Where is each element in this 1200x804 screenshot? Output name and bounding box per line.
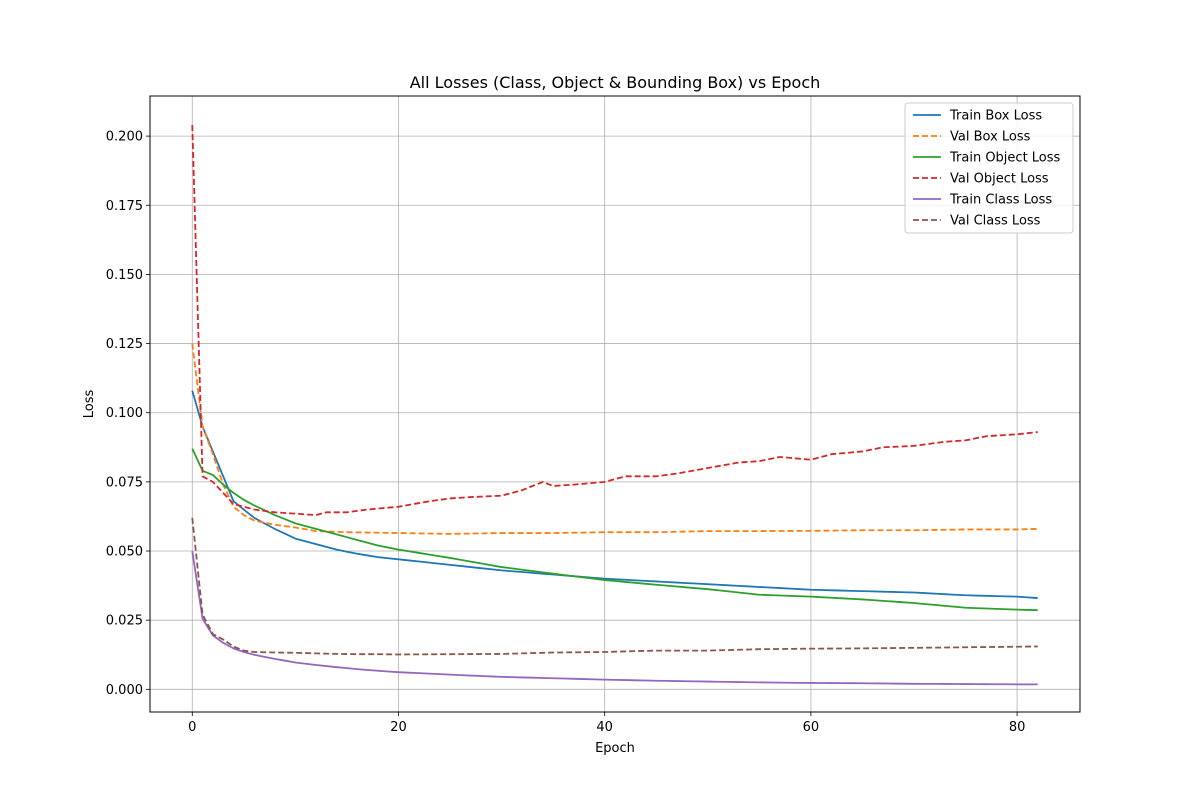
series-line-val-class-loss [191, 517, 1038, 656]
x-tick-label: 80 [1009, 720, 1026, 735]
series-lines [191, 125, 1038, 686]
series-line-train-object-loss [191, 448, 1038, 612]
series-line-train-class-loss [191, 550, 1038, 686]
axes-frame [149, 95, 1081, 713]
y-tick-label: 0.100 [106, 406, 143, 421]
x-tick-label: 0 [188, 720, 196, 735]
legend-label: Train Class Loss [949, 193, 1052, 208]
legend-box [904, 102, 1074, 234]
x-tick-label: 20 [390, 720, 407, 735]
legend-label: Train Object Loss [949, 151, 1061, 166]
y-tick-label: 0.125 [106, 337, 143, 352]
y-tick-label: 0.150 [106, 268, 143, 283]
x-tick-label: 60 [803, 720, 820, 735]
legend: Train Box Loss Val Box Loss Train Object L… [904, 102, 1074, 234]
y-tick-label: 0.075 [106, 475, 143, 490]
y-axis-label: Loss [82, 390, 97, 419]
legend-label: Val Box Loss [950, 130, 1031, 145]
grid [150, 96, 1080, 712]
legend-label: Val Object Loss [950, 172, 1049, 187]
legend-label: Val Class Loss [950, 214, 1041, 229]
y-tick-label: 0.050 [106, 545, 143, 560]
y-tick-label: 0.200 [106, 130, 143, 145]
series-line-val-object-loss [191, 125, 1038, 516]
y-tick-label: 0.025 [106, 614, 143, 629]
x-tick-label: 40 [596, 720, 613, 735]
legend-label: Train Box Loss [949, 109, 1042, 124]
x-axis-label: Epoch [595, 741, 635, 756]
chart-title: All Losses (Class, Object & Bounding Box… [410, 73, 821, 92]
series-line-val-box-loss [191, 343, 1038, 535]
series-line-train-box-loss [191, 390, 1038, 599]
y-tick-label: 0.000 [106, 683, 143, 698]
y-tick-label: 0.175 [106, 199, 143, 214]
ticks: 0 20 40 60 80 0.000 0.025 0.050 0.075 0.100 0.125 0… [106, 130, 1026, 735]
